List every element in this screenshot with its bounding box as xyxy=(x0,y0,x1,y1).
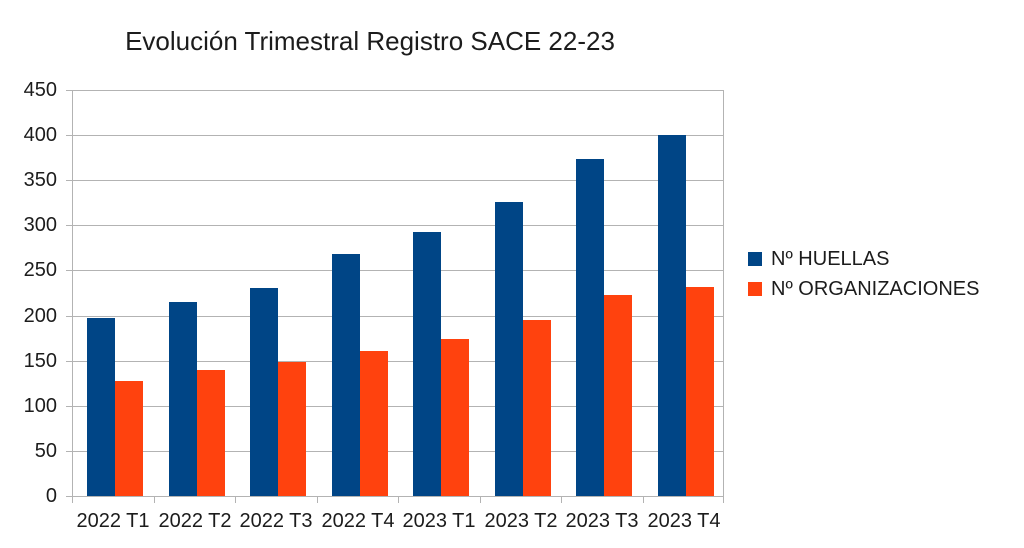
y-tick-label: 300 xyxy=(23,214,57,237)
y-tick-label: 350 xyxy=(23,169,57,192)
y-axis-tick xyxy=(66,450,72,452)
y-axis-tick xyxy=(66,180,72,182)
x-axis-tick xyxy=(561,496,562,503)
y-tick-label: 0 xyxy=(45,485,57,507)
bar-organizaciones xyxy=(441,339,469,496)
y-axis-tick xyxy=(66,496,72,497)
y-axis-tick xyxy=(66,315,72,317)
bar-huellas xyxy=(413,231,441,496)
y-tick-label: 50 xyxy=(34,439,57,462)
x-axis xyxy=(72,496,724,504)
x-tick-label: 2022 T2 xyxy=(158,510,232,532)
bar-organizaciones xyxy=(115,380,143,496)
x-tick-label: 2023 T2 xyxy=(484,510,558,532)
gridline xyxy=(73,360,723,362)
gridline xyxy=(73,135,723,137)
x-tick-label: 2022 T4 xyxy=(321,510,395,532)
x-axis-tick xyxy=(317,496,318,503)
y-axis-tick xyxy=(66,225,72,227)
x-axis-tick xyxy=(480,496,481,503)
bar-organizaciones xyxy=(197,369,225,496)
y-tick-label: 100 xyxy=(23,394,57,417)
x-tick-label: 2023 T4 xyxy=(647,510,721,532)
gridline xyxy=(73,405,723,407)
y-axis-tick xyxy=(66,360,72,362)
x-tick-label: 2023 T1 xyxy=(402,510,476,532)
legend-label: Nº HUELLAS xyxy=(771,247,890,270)
gridline xyxy=(73,225,723,227)
chart-title: Evolución Trimestral Registro SACE 22-23 xyxy=(125,26,615,56)
x-axis-tick xyxy=(235,496,236,503)
bar-huellas xyxy=(250,287,278,496)
legend-swatch-icon xyxy=(748,282,762,296)
x-axis-labels: 2022 T1 2022 T2 2022 T3 2022 T4 2023 T1 2023 … xyxy=(72,508,732,534)
x-tick-label: 2023 T3 xyxy=(565,510,639,532)
y-tick-label: 250 xyxy=(23,259,57,282)
x-axis-tick xyxy=(398,496,399,503)
legend: Nº HUELLAS Nº ORGANIZACIONES xyxy=(748,244,979,304)
y-tick-label: 450 xyxy=(23,79,57,101)
bar-huellas xyxy=(87,318,115,496)
y-tick-label: 200 xyxy=(23,304,57,327)
gridline xyxy=(73,450,723,452)
bar-huellas xyxy=(658,135,686,496)
y-axis-tick xyxy=(66,270,72,272)
y-tick-label: 150 xyxy=(23,349,57,372)
y-axis: 0 50 100 150 200 250 300 350 400 450 xyxy=(0,79,72,507)
gridline xyxy=(73,315,723,317)
y-axis-tick xyxy=(66,90,72,91)
legend-item: Nº HUELLAS xyxy=(748,244,979,274)
y-axis-tick xyxy=(66,405,72,407)
y-tick-label: 400 xyxy=(23,124,57,147)
x-axis-tick xyxy=(643,496,644,503)
x-tick-label: 2022 T3 xyxy=(239,510,313,532)
plot-area xyxy=(72,90,724,497)
legend-label: Nº ORGANIZACIONES xyxy=(771,277,980,300)
gridline xyxy=(73,270,723,272)
gridline xyxy=(73,90,723,91)
bar-organizaciones xyxy=(278,361,306,496)
bar-organizaciones xyxy=(523,320,551,496)
x-axis-tick xyxy=(154,496,155,503)
legend-swatch-icon xyxy=(748,252,762,266)
bar-huellas xyxy=(332,254,360,496)
bar-organizaciones xyxy=(604,294,632,496)
bar-organizaciones xyxy=(360,350,388,496)
legend-item: Nº ORGANIZACIONES xyxy=(748,274,979,304)
x-tick-label: 2022 T1 xyxy=(76,510,150,532)
gridline xyxy=(73,180,723,182)
x-axis-tick xyxy=(723,496,724,503)
bar-organizaciones xyxy=(686,286,714,496)
bar-huellas xyxy=(576,158,604,496)
bar-huellas xyxy=(169,302,197,496)
bar-huellas xyxy=(495,201,523,496)
x-axis-tick xyxy=(72,496,73,503)
y-axis-tick xyxy=(66,135,72,137)
